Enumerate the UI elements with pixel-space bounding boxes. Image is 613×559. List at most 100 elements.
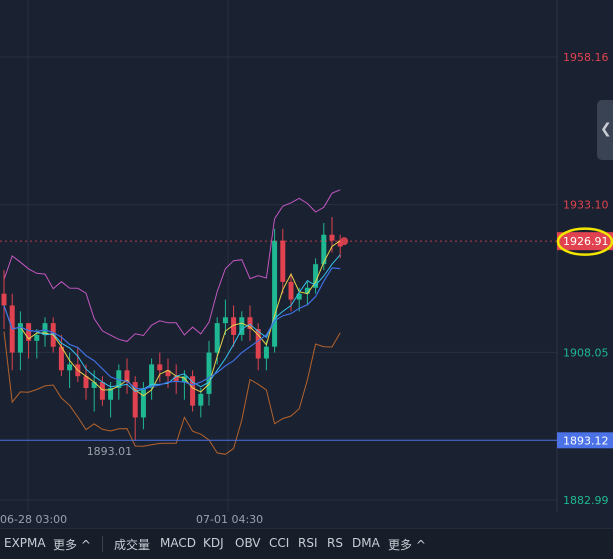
current-price-highlight — [556, 227, 613, 256]
candle-body — [198, 393, 204, 406]
candle-body — [181, 376, 187, 383]
candle-body — [42, 323, 48, 335]
candle-body — [304, 287, 310, 294]
toolbar-divider — [102, 536, 103, 552]
candle-body — [288, 281, 294, 300]
bollinger-bands — [3, 189, 341, 455]
candle-body — [313, 264, 319, 288]
price-tick-label: 1908.05 — [563, 346, 609, 359]
sub-indicator-more[interactable]: 更多 ^ — [388, 538, 426, 552]
main-indicator-more[interactable]: 更多 ^ — [53, 538, 91, 552]
candle — [313, 258, 319, 294]
candle-body — [132, 382, 138, 418]
candle-body — [116, 370, 122, 388]
time-axis-label: 07-01 04:30 — [196, 513, 263, 526]
price-axis: 1958.16 1933.10 1908.05 1882.99 1926.91 1893.… — [0, 51, 613, 526]
candle — [17, 311, 23, 371]
candle — [91, 370, 97, 412]
candle-body — [296, 293, 302, 300]
candle — [26, 323, 32, 359]
candle-body — [206, 352, 212, 394]
indicator-toolbar: EXPMA 更多 ^ 成交量 MACD KDJ OBV CCI RSI RS D… — [0, 528, 613, 559]
marker-price-badge — [557, 432, 613, 449]
candle-body — [91, 382, 97, 388]
candle — [280, 228, 286, 294]
candle-body — [67, 364, 73, 371]
indicator-obv[interactable]: OBV — [235, 536, 261, 550]
moving-averages — [3, 240, 341, 397]
candle — [190, 370, 196, 412]
candle — [1, 270, 7, 330]
candle — [58, 334, 64, 377]
candle — [67, 352, 73, 388]
chevron-left-icon: ❮ — [600, 121, 612, 137]
price-tick-label: 1882.99 — [563, 494, 609, 507]
candle-body — [263, 346, 269, 359]
collapse-panel-button[interactable]: ❮ — [597, 100, 613, 160]
candle-body — [247, 317, 253, 330]
ma-mid-line — [3, 254, 341, 393]
candle-body — [231, 317, 237, 335]
candle — [116, 364, 122, 400]
candle — [263, 340, 269, 371]
candle-body — [34, 334, 40, 341]
candle-body — [17, 323, 23, 353]
candle-body — [329, 234, 335, 241]
candle-body — [157, 364, 163, 371]
candle-body — [165, 370, 171, 377]
candle — [9, 293, 15, 371]
candle-body — [108, 387, 114, 400]
indicator-expma[interactable]: EXPMA — [4, 536, 46, 550]
current-price-dot — [340, 237, 349, 246]
candle — [83, 364, 89, 400]
candle — [181, 370, 187, 400]
candle — [198, 387, 204, 418]
candle — [124, 358, 130, 394]
candle — [173, 364, 179, 394]
time-axis-label: 06-28 03:00 — [0, 513, 67, 526]
candle — [231, 305, 237, 347]
candle-body — [190, 376, 196, 406]
candle-body — [222, 317, 228, 324]
price-lines: 1893.01 — [0, 237, 557, 458]
indicator-rs[interactable]: RS — [327, 536, 343, 550]
candle-body — [58, 346, 64, 371]
indicator-dma[interactable]: DMA — [352, 536, 380, 550]
candle — [42, 317, 48, 347]
candle — [247, 305, 253, 341]
candle-body — [337, 240, 343, 247]
low-price-label: 1893.01 — [87, 445, 133, 458]
price-tick-label: 1958.16 — [563, 51, 609, 64]
candle-body — [140, 387, 146, 418]
candle-body — [26, 323, 32, 341]
candle-body — [321, 234, 327, 265]
candle — [132, 376, 138, 442]
candle-body — [124, 370, 130, 383]
candle-body — [280, 240, 286, 282]
candlesticks — [1, 217, 343, 442]
price-tick-label: 1933.10 — [563, 199, 609, 212]
candle-body — [1, 293, 7, 306]
indicator-volume[interactable]: 成交量 — [114, 538, 151, 552]
candle — [99, 376, 105, 406]
candle-body — [239, 317, 245, 335]
candle — [222, 299, 228, 335]
indicator-cci[interactable]: CCI — [269, 536, 290, 550]
indicator-macd[interactable]: MACD — [160, 536, 196, 550]
candle-body — [214, 323, 220, 353]
marker-price-label: 1893.12 — [563, 434, 609, 447]
candle — [149, 358, 155, 400]
indicator-kdj[interactable]: KDJ — [203, 536, 224, 550]
indicator-rsi[interactable]: RSI — [298, 536, 318, 550]
candle — [239, 311, 245, 341]
candle — [206, 340, 212, 406]
candle — [108, 382, 114, 418]
ma-fast-line — [3, 240, 341, 397]
candle-body — [272, 240, 278, 347]
current-price-label: 1926.91 — [563, 235, 609, 248]
ma-slow-line — [3, 267, 341, 391]
current-price-badge — [557, 232, 613, 251]
candle-body — [149, 364, 155, 388]
candle-body — [173, 376, 179, 383]
